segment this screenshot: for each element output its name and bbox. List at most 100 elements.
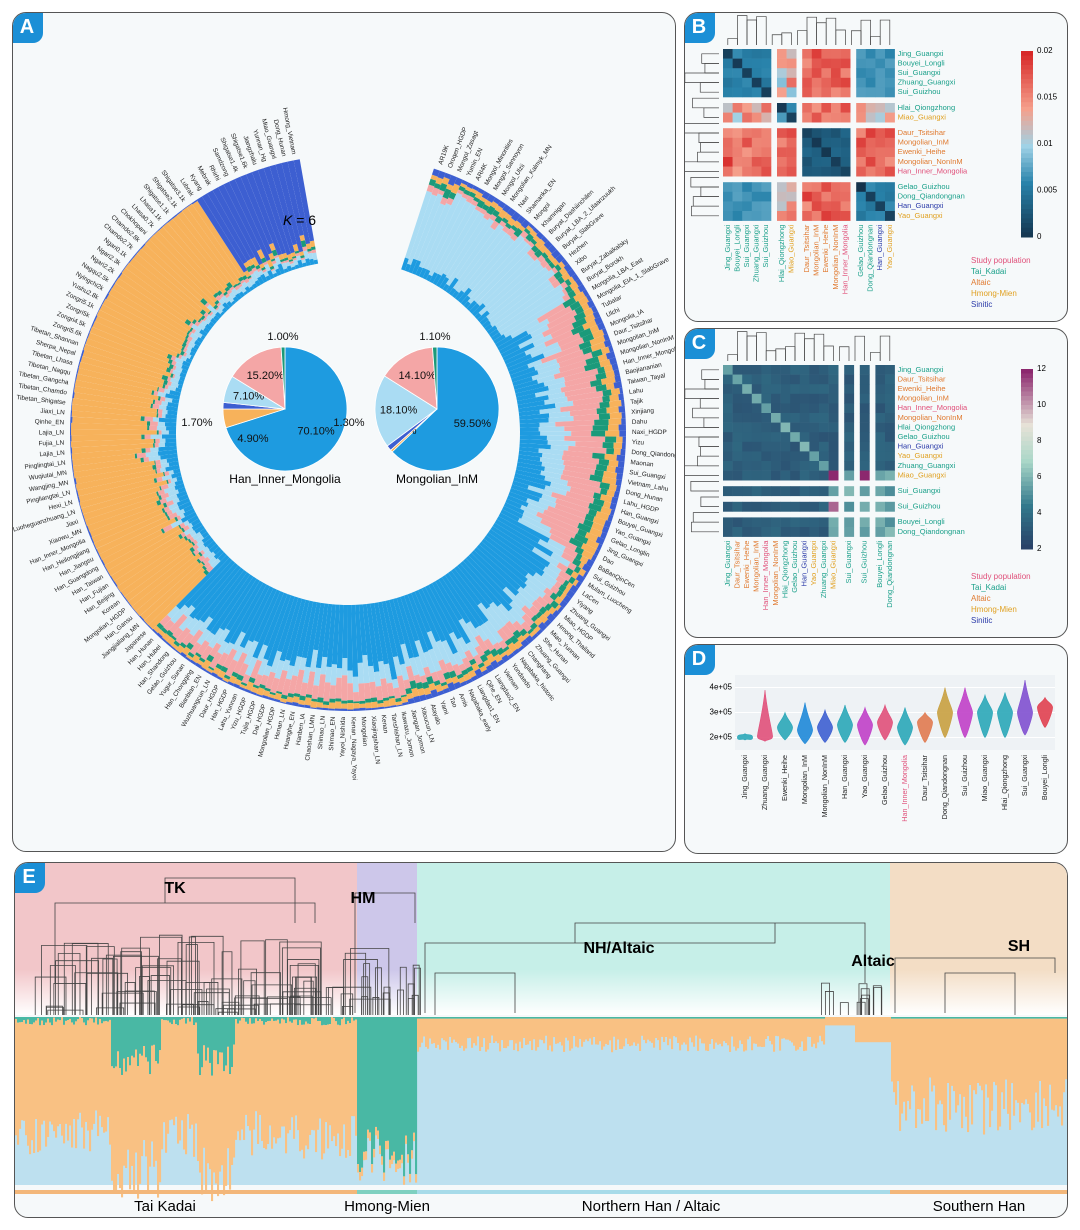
admixture-bar-segment: [543, 346, 562, 358]
admixture-bar-segment: [620, 399, 625, 407]
admixture-bar-segment: [172, 373, 176, 379]
heatmap-cell: [799, 451, 810, 462]
heatmap-row-label: Sui_Guangxi: [898, 486, 941, 495]
admixture-bar-segment: [176, 476, 183, 482]
admixture-bar-segment: [98, 304, 103, 310]
heatmap-cell: [761, 137, 772, 148]
admixture-bar-segment: [168, 461, 179, 467]
heatmap-row-label: Han_Guangxi: [898, 201, 944, 210]
admixture-bar-segment: [518, 450, 543, 458]
heatmap-row-label: Mongolian_InM: [898, 394, 949, 403]
admixture-bar-segment: [189, 546, 195, 553]
admixture-bar-segment: [618, 405, 626, 413]
admixture-bar-segment: [531, 245, 539, 253]
admixture-bar-segment: [448, 191, 457, 200]
heatmap-cell: [786, 128, 797, 139]
admixture-ring: [70, 159, 626, 711]
admixture-bar-segment: [411, 687, 420, 698]
heatmap-cell: [751, 147, 762, 158]
admixture-bar-segment: [564, 278, 572, 287]
heatmap-cell: [732, 365, 743, 375]
admixture-bar-segment: [532, 334, 553, 347]
admixture-bar-segment: [611, 496, 619, 505]
legend-entry: Hmong-Mien: [971, 289, 1017, 298]
heatmap-cell: [844, 432, 855, 443]
admixture-bar-segment: [295, 252, 301, 257]
admixture-bar-segment: [162, 383, 166, 389]
admixture-bar-segment: [441, 640, 458, 667]
admixture-bar-segment: [566, 582, 574, 590]
admixture-bar-segment: [524, 579, 546, 599]
admixture-bar-segment: [262, 261, 268, 266]
admixture-bar-segment: [490, 201, 499, 209]
admixture-bar-segment: [461, 233, 511, 293]
admixture-bar-segment: [269, 265, 275, 270]
admixture-bar-segment: [366, 603, 380, 673]
admixture-bar-segment: [423, 666, 432, 678]
heatmap-cell: [875, 166, 886, 177]
admixture-bar-segment: [443, 211, 485, 276]
heatmap-cell: [819, 393, 829, 404]
admixture-bar-segment: [543, 240, 553, 250]
admixture-bar-segment: [334, 701, 342, 709]
admixture-bar-segment: [536, 596, 549, 608]
admixture-bar-segment: [582, 289, 590, 297]
heatmap-cell: [811, 166, 822, 177]
admixture-bar-segment: [466, 666, 474, 673]
heatmap-row-label: Daur_Tsitsihar: [898, 374, 946, 383]
admixture-bar-segment: [476, 199, 486, 209]
heatmap-cell: [777, 182, 787, 193]
admixture-bar-segment: [186, 203, 192, 208]
admixture-bar-segment: [162, 222, 168, 227]
admixture-bar-segment: [468, 552, 507, 591]
heatmap-cell: [859, 517, 870, 528]
admixture-bar-segment: [201, 531, 210, 539]
admixture-bar-segment: [179, 350, 185, 356]
heatmap-cell: [840, 157, 851, 167]
admixture-bar-segment: [359, 700, 366, 704]
admixture-bar-segment: [404, 263, 412, 272]
heatmap-cell: [742, 201, 753, 212]
heatmap-cell: [780, 517, 791, 528]
admixture-bar-segment: [160, 627, 168, 634]
admixture-bar-segment: [80, 349, 85, 357]
admixture-bar-segment: [181, 207, 241, 285]
legend-entry: Study population: [971, 256, 1031, 265]
admixture-bar-segment: [553, 366, 586, 380]
admixture-bar-segment: [490, 220, 500, 231]
admixture-bar-segment: [215, 311, 223, 319]
admixture-bar-segment: [601, 476, 617, 486]
heatmap-cell: [742, 211, 753, 221]
admixture-bar-segment: [286, 253, 293, 261]
heatmap-cell: [831, 137, 841, 148]
admixture-bar-segment: [165, 464, 180, 472]
admixture-bar-segment: [423, 651, 437, 674]
heatmap-cell: [751, 103, 762, 113]
heatmap-cell: [831, 157, 841, 167]
heatmap-cell: [732, 527, 743, 537]
heatmap-cell: [790, 461, 801, 471]
admixture-bar-segment: [550, 444, 569, 451]
violin: [837, 704, 853, 743]
admixture-bar-segment: [347, 604, 353, 671]
admixture-bar-segment: [406, 692, 414, 700]
admixture-bar-segment: [110, 535, 181, 582]
admixture-bar-segment: [153, 390, 159, 396]
admixture-bar-segment: [381, 600, 398, 658]
admixture-bar-segment: [499, 290, 565, 336]
heatmap-cell: [821, 49, 832, 59]
admixture-bar-segment: [170, 519, 183, 529]
admixture-bar-segment: [479, 623, 498, 646]
heatmap-cell: [875, 374, 886, 385]
heatmap-cell: [840, 68, 851, 79]
admixture-bar-segment: [605, 370, 615, 379]
tree-region-band: [417, 863, 890, 1015]
admixture-bar-segment: [221, 307, 228, 313]
admixture-bar-segment: [173, 468, 181, 474]
heatmap-cell: [859, 403, 870, 414]
admixture-bar-segment: [541, 453, 563, 460]
admixture-bar-segment: [561, 551, 575, 564]
heatmap-cell: [865, 77, 876, 88]
heatmap-col-label: Zhuang_Guangxi: [752, 224, 761, 282]
